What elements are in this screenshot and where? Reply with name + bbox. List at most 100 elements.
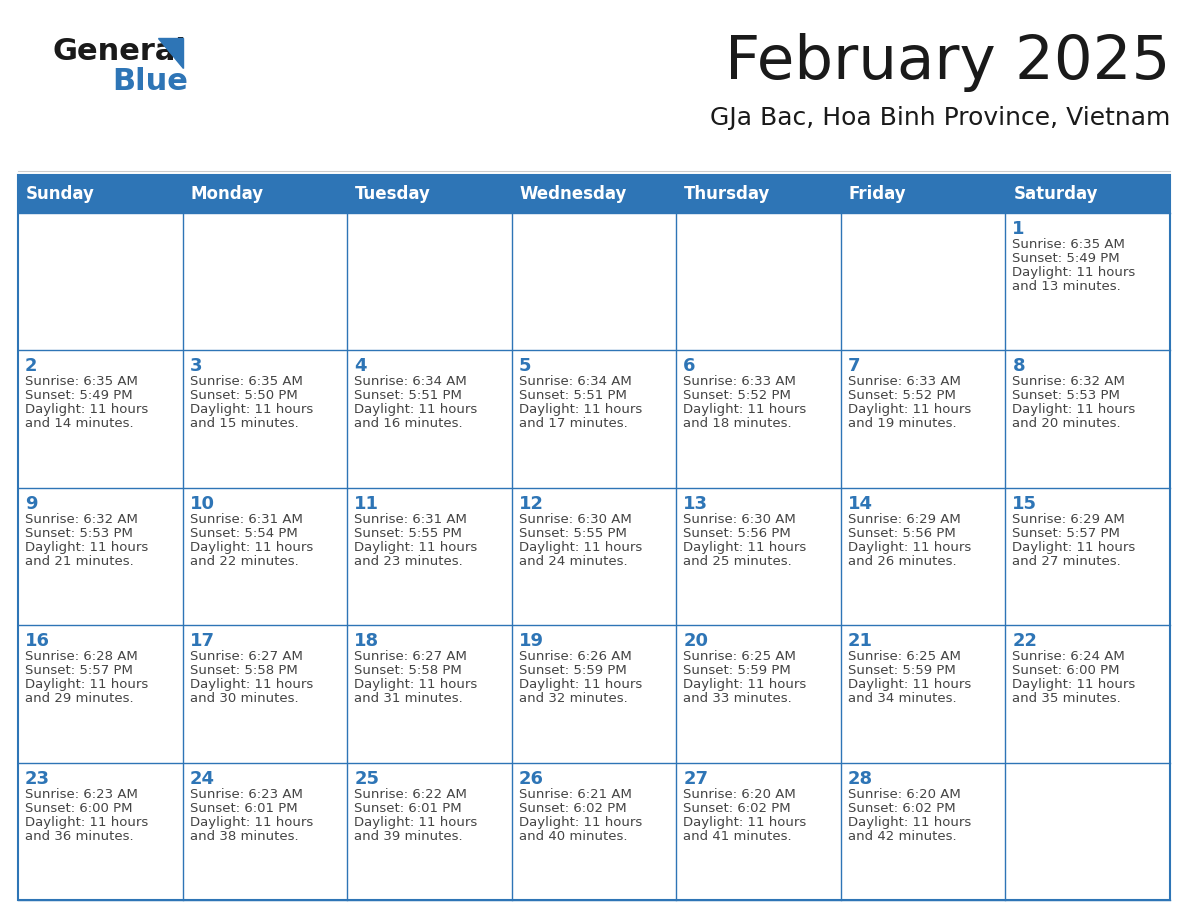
Text: Sunset: 5:52 PM: Sunset: 5:52 PM <box>683 389 791 402</box>
Text: Sunrise: 6:35 AM: Sunrise: 6:35 AM <box>25 375 138 388</box>
Bar <box>18 175 1170 900</box>
Text: Sunrise: 6:23 AM: Sunrise: 6:23 AM <box>190 788 303 800</box>
Text: 20: 20 <box>683 633 708 650</box>
Text: 27: 27 <box>683 769 708 788</box>
Text: Daylight: 11 hours: Daylight: 11 hours <box>683 678 807 691</box>
Text: and 26 minutes.: and 26 minutes. <box>848 554 956 568</box>
Text: Sunset: 6:00 PM: Sunset: 6:00 PM <box>1012 665 1120 677</box>
Text: Sunrise: 6:31 AM: Sunrise: 6:31 AM <box>354 513 467 526</box>
Text: Sunrise: 6:34 AM: Sunrise: 6:34 AM <box>354 375 467 388</box>
Text: Sunset: 5:53 PM: Sunset: 5:53 PM <box>1012 389 1120 402</box>
Text: and 15 minutes.: and 15 minutes. <box>190 418 298 431</box>
Text: Sunrise: 6:31 AM: Sunrise: 6:31 AM <box>190 513 303 526</box>
Text: Daylight: 11 hours: Daylight: 11 hours <box>848 678 971 691</box>
Text: Monday: Monday <box>190 185 264 203</box>
Text: Tuesday: Tuesday <box>355 185 431 203</box>
Text: 28: 28 <box>848 769 873 788</box>
Text: 14: 14 <box>848 495 873 513</box>
Text: Sunrise: 6:33 AM: Sunrise: 6:33 AM <box>683 375 796 388</box>
Text: 9: 9 <box>25 495 38 513</box>
Text: Sunset: 5:57 PM: Sunset: 5:57 PM <box>25 665 133 677</box>
Text: Daylight: 11 hours: Daylight: 11 hours <box>1012 541 1136 554</box>
Text: and 16 minutes.: and 16 minutes. <box>354 418 463 431</box>
Text: Sunrise: 6:23 AM: Sunrise: 6:23 AM <box>25 788 138 800</box>
Text: 12: 12 <box>519 495 544 513</box>
Text: 15: 15 <box>1012 495 1037 513</box>
Text: Daylight: 11 hours: Daylight: 11 hours <box>1012 678 1136 691</box>
Text: and 31 minutes.: and 31 minutes. <box>354 692 463 705</box>
Text: and 18 minutes.: and 18 minutes. <box>683 418 792 431</box>
Text: Sunrise: 6:21 AM: Sunrise: 6:21 AM <box>519 788 632 800</box>
Text: Sunset: 5:59 PM: Sunset: 5:59 PM <box>519 665 626 677</box>
Text: and 29 minutes.: and 29 minutes. <box>25 692 133 705</box>
Text: Sunrise: 6:24 AM: Sunrise: 6:24 AM <box>1012 650 1125 663</box>
Text: Sunset: 6:01 PM: Sunset: 6:01 PM <box>190 801 297 814</box>
Text: and 38 minutes.: and 38 minutes. <box>190 830 298 843</box>
Text: Daylight: 11 hours: Daylight: 11 hours <box>683 403 807 417</box>
Text: Sunset: 5:50 PM: Sunset: 5:50 PM <box>190 389 297 402</box>
Text: Sunrise: 6:32 AM: Sunrise: 6:32 AM <box>1012 375 1125 388</box>
Text: Sunrise: 6:25 AM: Sunrise: 6:25 AM <box>848 650 961 663</box>
Text: and 24 minutes.: and 24 minutes. <box>519 554 627 568</box>
Text: Sunrise: 6:22 AM: Sunrise: 6:22 AM <box>354 788 467 800</box>
Polygon shape <box>158 38 183 68</box>
Text: 5: 5 <box>519 357 531 375</box>
Text: Sunrise: 6:26 AM: Sunrise: 6:26 AM <box>519 650 632 663</box>
Text: Daylight: 11 hours: Daylight: 11 hours <box>519 403 642 417</box>
Text: Sunset: 6:00 PM: Sunset: 6:00 PM <box>25 801 133 814</box>
Text: and 27 minutes.: and 27 minutes. <box>1012 554 1121 568</box>
Bar <box>18 175 1170 213</box>
Text: Sunrise: 6:20 AM: Sunrise: 6:20 AM <box>683 788 796 800</box>
Text: Sunset: 5:59 PM: Sunset: 5:59 PM <box>848 665 955 677</box>
Text: Sunset: 5:54 PM: Sunset: 5:54 PM <box>190 527 297 540</box>
Text: Sunset: 5:52 PM: Sunset: 5:52 PM <box>848 389 955 402</box>
Text: Sunset: 5:57 PM: Sunset: 5:57 PM <box>1012 527 1120 540</box>
Text: Sunset: 6:02 PM: Sunset: 6:02 PM <box>683 801 791 814</box>
Text: Sunset: 5:55 PM: Sunset: 5:55 PM <box>519 527 626 540</box>
Text: Sunrise: 6:27 AM: Sunrise: 6:27 AM <box>354 650 467 663</box>
Text: and 42 minutes.: and 42 minutes. <box>848 830 956 843</box>
Text: 1: 1 <box>1012 220 1025 238</box>
Text: Daylight: 11 hours: Daylight: 11 hours <box>1012 266 1136 279</box>
Text: Sunset: 5:59 PM: Sunset: 5:59 PM <box>683 665 791 677</box>
Text: 21: 21 <box>848 633 873 650</box>
Text: and 40 minutes.: and 40 minutes. <box>519 830 627 843</box>
Text: and 30 minutes.: and 30 minutes. <box>190 692 298 705</box>
Text: Sunset: 5:49 PM: Sunset: 5:49 PM <box>25 389 133 402</box>
Text: Sunrise: 6:27 AM: Sunrise: 6:27 AM <box>190 650 303 663</box>
Text: Sunset: 5:53 PM: Sunset: 5:53 PM <box>25 527 133 540</box>
Text: Daylight: 11 hours: Daylight: 11 hours <box>25 403 148 417</box>
Text: Sunday: Sunday <box>26 185 95 203</box>
Text: Sunrise: 6:34 AM: Sunrise: 6:34 AM <box>519 375 632 388</box>
Text: Sunrise: 6:35 AM: Sunrise: 6:35 AM <box>190 375 303 388</box>
Text: and 19 minutes.: and 19 minutes. <box>848 418 956 431</box>
Text: Daylight: 11 hours: Daylight: 11 hours <box>848 403 971 417</box>
Text: Daylight: 11 hours: Daylight: 11 hours <box>519 678 642 691</box>
Text: Daylight: 11 hours: Daylight: 11 hours <box>25 815 148 829</box>
Text: Sunrise: 6:25 AM: Sunrise: 6:25 AM <box>683 650 796 663</box>
Text: 4: 4 <box>354 357 367 375</box>
Text: Sunset: 5:58 PM: Sunset: 5:58 PM <box>354 665 462 677</box>
Text: 3: 3 <box>190 357 202 375</box>
Text: Sunset: 6:02 PM: Sunset: 6:02 PM <box>519 801 626 814</box>
Text: Sunset: 5:58 PM: Sunset: 5:58 PM <box>190 665 297 677</box>
Text: and 35 minutes.: and 35 minutes. <box>1012 692 1121 705</box>
Text: Sunrise: 6:32 AM: Sunrise: 6:32 AM <box>25 513 138 526</box>
Text: Sunset: 6:02 PM: Sunset: 6:02 PM <box>848 801 955 814</box>
Text: 25: 25 <box>354 769 379 788</box>
Text: 24: 24 <box>190 769 215 788</box>
Text: 16: 16 <box>25 633 50 650</box>
Text: and 33 minutes.: and 33 minutes. <box>683 692 792 705</box>
Text: Sunrise: 6:35 AM: Sunrise: 6:35 AM <box>1012 238 1125 251</box>
Text: Sunrise: 6:20 AM: Sunrise: 6:20 AM <box>848 788 961 800</box>
Text: Sunset: 5:51 PM: Sunset: 5:51 PM <box>519 389 626 402</box>
Text: 26: 26 <box>519 769 544 788</box>
Text: 13: 13 <box>683 495 708 513</box>
Text: 2: 2 <box>25 357 38 375</box>
Text: and 22 minutes.: and 22 minutes. <box>190 554 298 568</box>
Text: Thursday: Thursday <box>684 185 771 203</box>
Text: and 20 minutes.: and 20 minutes. <box>1012 418 1121 431</box>
Text: 22: 22 <box>1012 633 1037 650</box>
Text: Daylight: 11 hours: Daylight: 11 hours <box>354 815 478 829</box>
Text: and 36 minutes.: and 36 minutes. <box>25 830 133 843</box>
